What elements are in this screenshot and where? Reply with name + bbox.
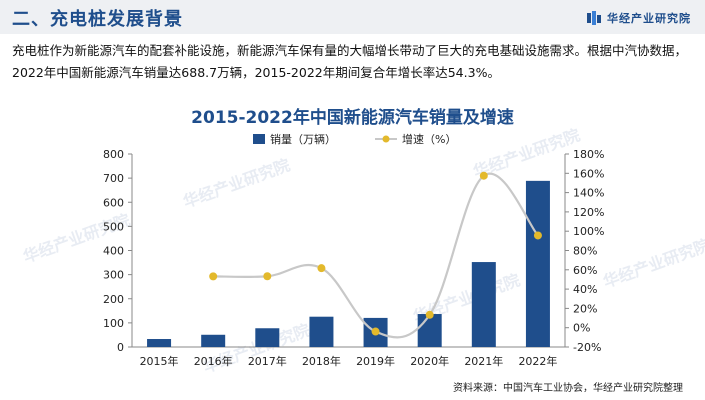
x-tick-label: 2020年 xyxy=(410,354,449,368)
y-right-tick-label: 100% xyxy=(573,225,604,238)
legend-swatch-sales xyxy=(253,134,265,144)
y-right-tick-label: 180% xyxy=(573,148,604,161)
point-growth xyxy=(209,272,218,281)
point-growth xyxy=(425,310,434,319)
y-right-tick-label: 40% xyxy=(573,283,597,296)
bar-sales xyxy=(309,316,334,347)
y-left-tick-label: 600 xyxy=(103,196,124,209)
x-tick-label: 2016年 xyxy=(194,354,233,368)
legend-label-sales: 销量（万辆） xyxy=(270,132,336,146)
point-growth xyxy=(479,171,488,180)
x-tick-label: 2017年 xyxy=(248,354,287,368)
y-left-tick-label: 200 xyxy=(103,293,124,306)
y-right-tick-label: 0% xyxy=(573,322,590,335)
brand-name: 华经产业研究院 xyxy=(607,12,691,25)
bar-sales xyxy=(201,334,226,347)
x-tick-label: 2019年 xyxy=(356,354,395,368)
bar-sales xyxy=(471,262,496,347)
y-right-tick-label: 60% xyxy=(573,264,597,277)
y-left-tick-label: 100 xyxy=(103,317,124,330)
y-left-tick-label: 0 xyxy=(117,341,124,354)
x-tick-label: 2021年 xyxy=(464,354,503,368)
y-right-tick-label: 160% xyxy=(573,167,604,180)
y-right-tick-label: 140% xyxy=(573,187,604,200)
x-tick-label: 2018年 xyxy=(302,354,341,368)
bar-sales xyxy=(147,339,172,347)
y-left-tick-label: 300 xyxy=(103,269,124,282)
y-right-tick-label: 120% xyxy=(573,206,604,219)
intro-paragraph: 充电桩作为新能源汽车的配套补能设施，新能源汽车保有量的大幅增长带动了巨大的充电基… xyxy=(12,43,688,80)
bar-sales xyxy=(417,314,442,347)
x-tick-label: 2015年 xyxy=(140,354,179,368)
y-right-tick-label: -20% xyxy=(573,341,601,354)
point-growth xyxy=(263,272,272,281)
brand-logo-icon xyxy=(587,11,601,25)
x-tick-label: 2022年 xyxy=(518,354,557,368)
y-right-tick-label: 20% xyxy=(573,302,597,315)
y-left-tick-label: 400 xyxy=(103,245,124,258)
legend-marker-growth xyxy=(382,135,390,143)
section-title: 二、充电桩发展背景 xyxy=(12,9,183,30)
y-left-tick-label: 800 xyxy=(103,148,124,161)
chart-title: 2015-2022年中国新能源汽车销量及增速 xyxy=(191,108,514,128)
point-growth xyxy=(371,327,380,336)
point-growth xyxy=(533,231,542,240)
legend-label-growth: 增速（%） xyxy=(402,132,456,146)
y-left-tick-label: 700 xyxy=(103,172,124,185)
brand: 华经产业研究院 xyxy=(587,9,691,27)
bar-sales xyxy=(525,180,550,347)
source-note: 资料来源：中国汽车工业协会，华经产业研究院整理 xyxy=(453,383,683,394)
y-right-tick-label: 80% xyxy=(573,245,597,258)
bar-sales xyxy=(255,328,280,347)
point-growth xyxy=(317,264,326,273)
y-left-tick-label: 500 xyxy=(103,220,124,233)
header-bar: 二、充电桩发展背景 华经产业研究院 xyxy=(0,0,705,34)
